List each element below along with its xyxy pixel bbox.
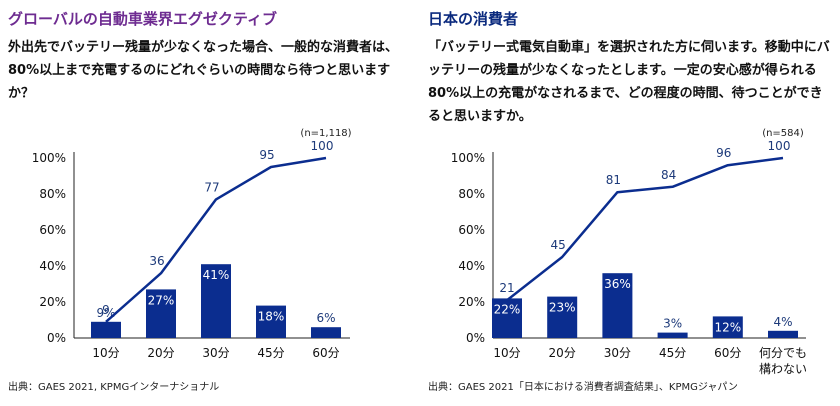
bar — [146, 289, 176, 338]
combo-chart-global: 100%80%60%40%20%0%(n=1,118)9%27%41%18% 6%… — [32, 128, 352, 360]
source-note: 出典：GAES 2021「日本における消費者調査結果」、KPMGジャパン — [428, 382, 738, 393]
line-label: 36 — [149, 254, 164, 268]
bar-label: 12% — [714, 320, 741, 334]
line-label: 100 — [311, 139, 334, 153]
bar — [657, 332, 688, 338]
bar-label: 4% — [773, 315, 792, 329]
survey-question: 「バッテリー式電気自動車」を選択された方に伺います。移動中にバッテリーの残量が少… — [428, 40, 830, 124]
x-tick-label: 10分 — [493, 346, 520, 360]
x-tick-label: 45分 — [659, 346, 686, 360]
survey-question: 外出先でバッテリー残量が少なくなった場合、一般的な消費者は、80%以上まで充電す… — [8, 40, 399, 101]
line-label: 95 — [259, 148, 274, 162]
cumulative-line — [506, 156, 784, 302]
combo-chart-japan: 100% 80% 60% 40% 20% 0% (n=584) 22% 23% 36% 3% 12% 4… — [451, 128, 807, 376]
y-tick-label: 40% — [458, 259, 485, 273]
bar-label: 23% — [549, 301, 576, 315]
line-label: 77 — [204, 180, 219, 194]
x-tick-label: 30分 — [604, 346, 631, 360]
y-tick-label: 60% — [458, 223, 485, 237]
panel-global-executives: グローバルの自動車業界エグゼクティブ 外出先でバッテリー残量が少なくなった場合、… — [0, 0, 410, 406]
bar-label: 36% — [604, 277, 631, 291]
y-tick-label: 100% — [451, 151, 485, 165]
bar — [547, 296, 578, 338]
sample-size-note: (n=584) — [762, 128, 804, 139]
line-label: 96 — [716, 146, 731, 160]
bar — [768, 330, 798, 338]
y-tick-label: 60% — [39, 223, 66, 237]
y-tick-label: 100% — [32, 151, 66, 165]
y-tick-label: 0% — [47, 331, 66, 345]
y-tick-label: 20% — [39, 295, 66, 309]
bar — [492, 298, 522, 338]
line-label: 81 — [606, 173, 621, 187]
x-tick-label: 10分 — [92, 346, 119, 360]
line-label: 100 — [768, 139, 791, 153]
x-tick-label: 何分でも構わない — [759, 346, 807, 376]
bar-label: 18% — [258, 310, 285, 324]
y-tick-label: 80% — [458, 187, 485, 201]
bar-label: 6% — [316, 311, 335, 325]
panel-japan-consumers: 日本の消費者 「バッテリー式電気自動車」を選択された方に伺います。移動中にバッテ… — [420, 0, 830, 406]
line-label: 21 — [499, 281, 514, 295]
bar — [256, 305, 286, 338]
bar-label: 27% — [148, 293, 175, 307]
x-tick-label: 20分 — [549, 346, 576, 360]
x-tick-label: 60分 — [714, 346, 741, 360]
panel-title: 日本の消費者 — [428, 10, 519, 28]
x-tick-label: 30分 — [202, 346, 229, 360]
x-tick-label: 20分 — [147, 346, 174, 360]
y-tick-label: 0% — [466, 331, 485, 345]
bar-label: 3% — [663, 317, 682, 331]
cumulative-line — [105, 156, 327, 323]
x-tick-label: 45分 — [257, 346, 284, 360]
bar — [201, 264, 231, 338]
panel-title: グローバルの自動車業界エグゼクティブ — [8, 10, 277, 28]
y-tick-label: 40% — [39, 259, 66, 273]
source-note: 出典：GAES 2021, KPMGインターナショナル — [8, 382, 220, 393]
bar — [91, 321, 121, 338]
line-label: 84 — [661, 168, 676, 182]
y-tick-label: 20% — [458, 295, 485, 309]
bar — [602, 273, 633, 338]
bar — [311, 327, 341, 338]
bar-label: 41% — [203, 268, 230, 282]
line-label: 9 — [102, 303, 110, 317]
y-tick-label: 80% — [39, 187, 66, 201]
bar — [712, 316, 743, 338]
sample-size-note: (n=1,118) — [300, 128, 351, 139]
bar-label: 22% — [494, 302, 521, 316]
line-label: 45 — [551, 238, 566, 252]
x-tick-label: 60分 — [312, 346, 339, 360]
